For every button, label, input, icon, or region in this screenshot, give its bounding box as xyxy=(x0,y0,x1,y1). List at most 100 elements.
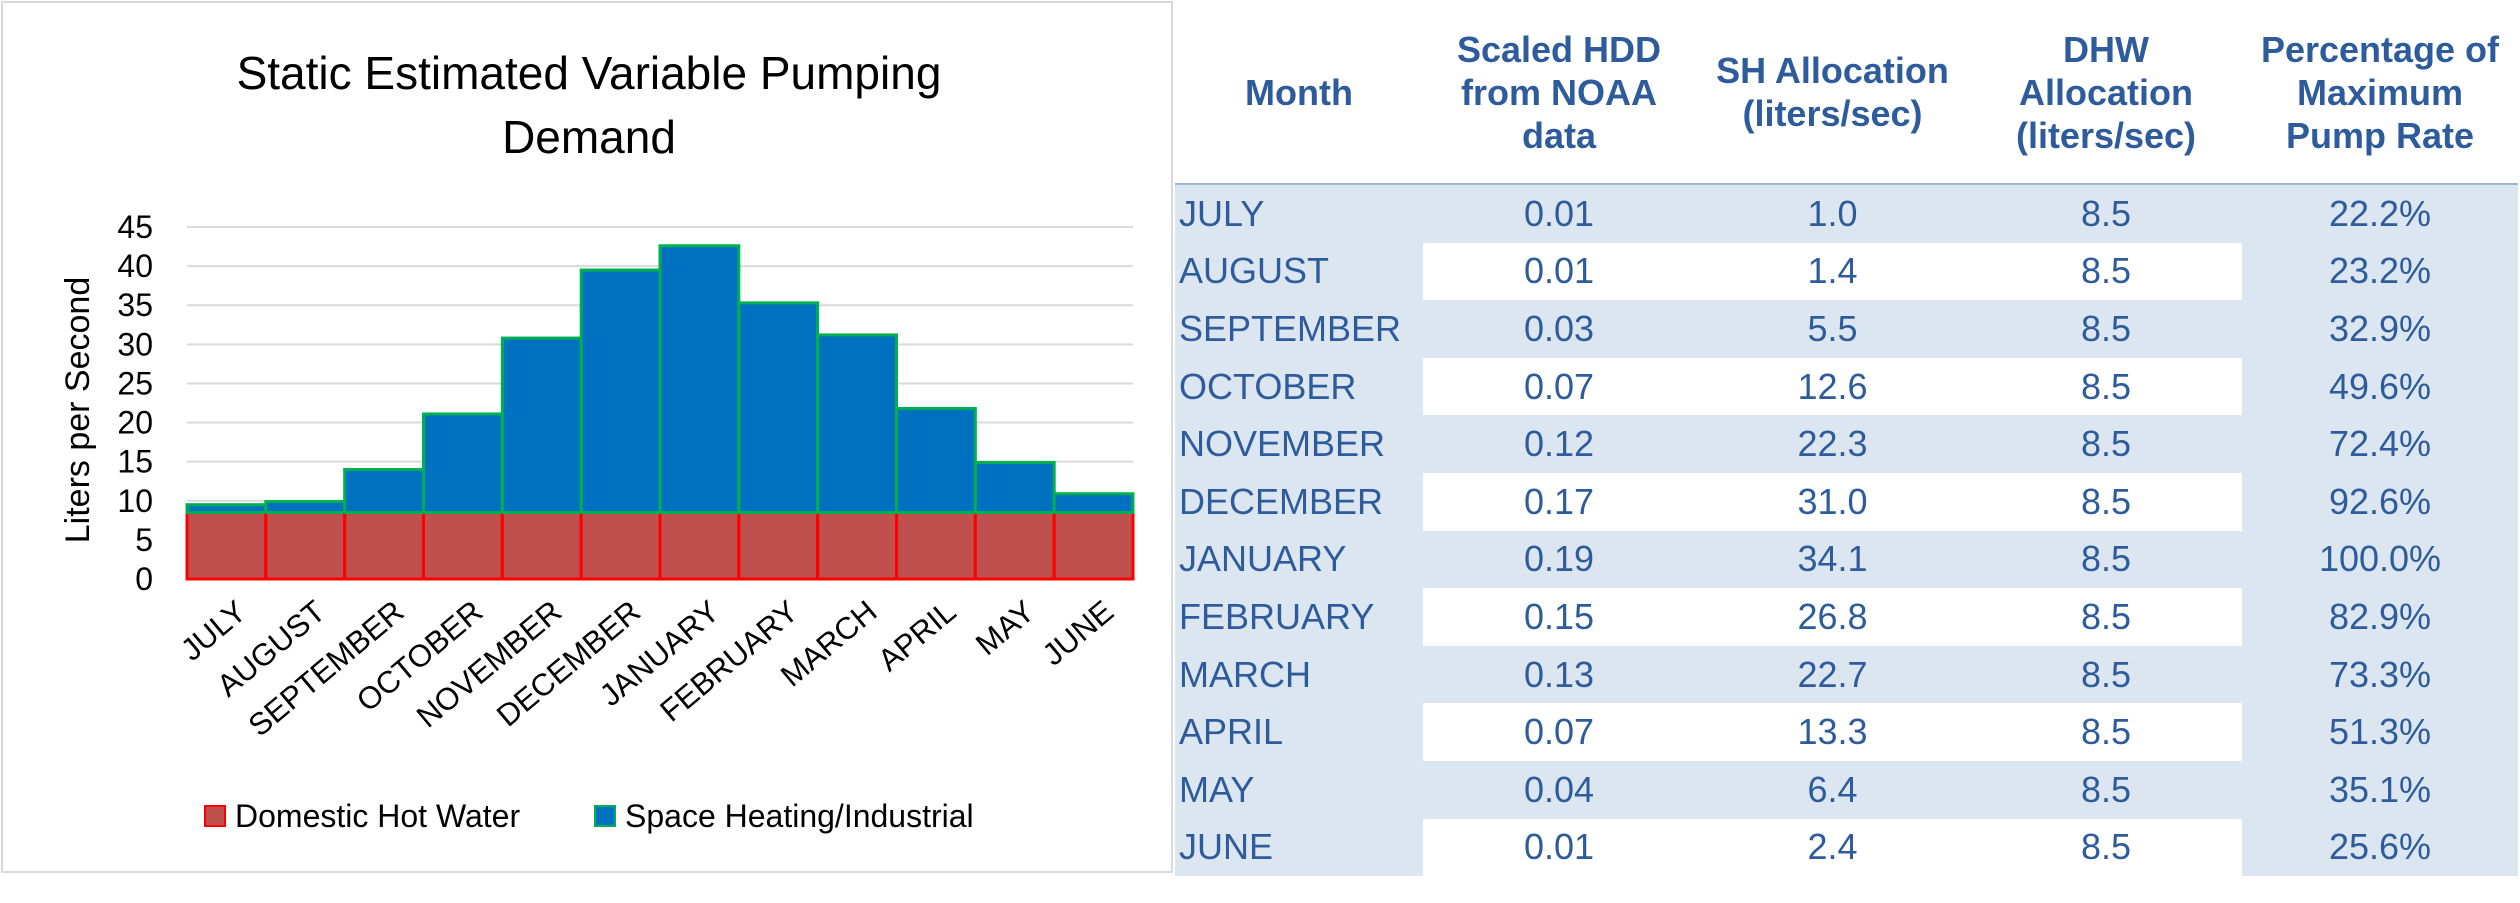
table-cell: 1.0 xyxy=(1695,184,1970,243)
y-tick-label: 20 xyxy=(117,405,153,441)
bar-space-heating xyxy=(500,336,583,515)
table-cell: 8.5 xyxy=(1970,818,2242,877)
bar-domestic-hot-water xyxy=(737,511,820,581)
table-cell: 0.01 xyxy=(1423,184,1695,243)
table-row: MAY 0.04 6.4 8.5 35.1% xyxy=(1175,760,2518,819)
table-cell: 0.19 xyxy=(1423,530,1695,589)
column-header: DHW Allocation (liters/sec) xyxy=(1970,1,2242,185)
bar-domestic-hot-water xyxy=(816,511,899,581)
bar-space-heating xyxy=(1052,492,1135,515)
table-cell: 0.01 xyxy=(1423,818,1695,877)
table-row: FEBRUARY 0.15 26.8 8.5 82.9% xyxy=(1175,588,2518,646)
legend: Domestic Hot Water Space Heating/Industri… xyxy=(204,798,974,834)
table-cell: 22.3 xyxy=(1695,415,1970,473)
y-tick-label: 10 xyxy=(117,483,153,519)
table-row: AUGUST 0.01 1.4 8.5 23.2% xyxy=(1175,242,2518,301)
table-cell: 8.5 xyxy=(1970,357,2242,416)
table-cell: 0.04 xyxy=(1423,760,1695,819)
bar-space-heating xyxy=(579,268,662,515)
bar-domestic-hot-water xyxy=(1052,511,1135,581)
column-header: Scaled HDD from NOAA data xyxy=(1423,1,1695,185)
bar-domestic-hot-water xyxy=(500,511,583,581)
table-cell: NOVEMBER xyxy=(1175,415,1423,473)
data-table-panel: Month Scaled HDD from NOAA data SH Allocat… xyxy=(1175,1,2518,877)
bar-space-heating xyxy=(264,500,347,515)
table-cell: 0.15 xyxy=(1423,588,1695,646)
table-cell: 8.5 xyxy=(1970,703,2242,761)
table-cell: 0.07 xyxy=(1423,703,1695,761)
table-cell: 0.12 xyxy=(1423,415,1695,473)
y-tick-label: 30 xyxy=(117,326,153,362)
y-tick-label: 45 xyxy=(117,209,153,245)
table-cell: MAY xyxy=(1175,760,1423,819)
table-cell: 1.4 xyxy=(1695,242,1970,301)
table-cell: 49.6% xyxy=(2242,357,2518,416)
bar-domestic-hot-water xyxy=(185,511,268,581)
table-cell: 23.2% xyxy=(2242,242,2518,301)
bar-domestic-hot-water xyxy=(343,511,425,581)
bar-domestic-hot-water xyxy=(422,511,504,581)
bar-domestic-hot-water xyxy=(973,511,1056,581)
table-cell: 51.3% xyxy=(2242,703,2518,761)
bar-domestic-hot-water xyxy=(658,511,741,581)
y-tick-label: 15 xyxy=(117,444,153,480)
x-tick-label: MAY xyxy=(969,594,1041,663)
table-cell: 8.5 xyxy=(1970,242,2242,301)
table-cell: 26.8 xyxy=(1695,588,1970,646)
table-cell: SEPTEMBER xyxy=(1175,300,1423,358)
bar-space-heating xyxy=(973,460,1056,515)
legend-label: Domestic Hot Water xyxy=(235,798,520,834)
table-cell: 73.3% xyxy=(2242,645,2518,704)
table-cell: 22.2% xyxy=(2242,184,2518,243)
table-row: NOVEMBER 0.12 22.3 8.5 72.4% xyxy=(1175,415,2518,473)
bar-domestic-hot-water xyxy=(579,511,662,581)
table-cell: 13.3 xyxy=(1695,703,1970,761)
table-cell: 5.5 xyxy=(1695,300,1970,358)
table-cell: 8.5 xyxy=(1970,645,2242,704)
table-cell: JUNE xyxy=(1175,818,1423,877)
y-tick-label: 25 xyxy=(117,365,153,401)
table-cell: 92.6% xyxy=(2242,472,2518,531)
table-cell: 2.4 xyxy=(1695,818,1970,877)
y-axis-label: Liters per Second xyxy=(59,277,97,544)
table-cell: 82.9% xyxy=(2242,588,2518,646)
bar-space-heating xyxy=(816,333,899,515)
column-header: Percentage of Maximum Pump Rate xyxy=(2242,1,2518,185)
table-body: JULY 0.01 1.0 8.5 22.2% AUGUST 0.01 1.4 8.5 23.2%… xyxy=(1175,184,2518,877)
table-cell: 0.03 xyxy=(1423,300,1695,358)
table-cell: APRIL xyxy=(1175,703,1423,761)
table-cell: 35.1% xyxy=(2242,760,2518,819)
table-header-row: Month Scaled HDD from NOAA data SH Allocat… xyxy=(1175,1,2518,185)
bar-space-heating xyxy=(737,301,820,515)
bar-space-heating xyxy=(658,244,741,515)
table-cell: 31.0 xyxy=(1695,472,1970,531)
table-row: JUNE 0.01 2.4 8.5 25.6% xyxy=(1175,818,2518,877)
bar-space-heating xyxy=(343,467,425,515)
bar-domestic-hot-water xyxy=(895,511,977,581)
bar-space-heating xyxy=(895,406,977,515)
table-cell: 8.5 xyxy=(1970,760,2242,819)
table-cell: 0.17 xyxy=(1423,472,1695,531)
table-row: DECEMBER 0.17 31.0 8.5 92.6% xyxy=(1175,472,2518,531)
table-cell: 8.5 xyxy=(1970,472,2242,531)
table-row: OCTOBER 0.07 12.6 8.5 49.6% xyxy=(1175,357,2518,416)
y-tick-label: 40 xyxy=(117,248,153,284)
table-row: APRIL 0.07 13.3 8.5 51.3% xyxy=(1175,703,2518,761)
column-header: SH Allocation (liters/sec) xyxy=(1695,1,1970,185)
table-cell: 25.6% xyxy=(2242,818,2518,877)
table-cell: 8.5 xyxy=(1970,530,2242,589)
table-cell: 100.0% xyxy=(2242,530,2518,589)
bar-domestic-hot-water xyxy=(264,511,347,581)
table-row: JANUARY 0.19 34.1 8.5 100.0% xyxy=(1175,530,2518,589)
table-cell: 12.6 xyxy=(1695,357,1970,416)
table-row: MARCH 0.13 22.7 8.5 73.3% xyxy=(1175,645,2518,704)
table-cell: 6.4 xyxy=(1695,760,1970,819)
legend-swatch-domestic-hot-water xyxy=(204,805,226,827)
stacked-bar-chart: Static Estimated Variable Pumping Demand… xyxy=(59,47,1135,834)
data-table: Month Scaled HDD from NOAA data SH Allocat… xyxy=(1175,1,2518,877)
x-tick-label: APRIL xyxy=(871,594,962,678)
table-cell: JANUARY xyxy=(1175,530,1423,589)
table-cell: 34.1 xyxy=(1695,530,1970,589)
y-tick-label: 35 xyxy=(117,287,153,323)
